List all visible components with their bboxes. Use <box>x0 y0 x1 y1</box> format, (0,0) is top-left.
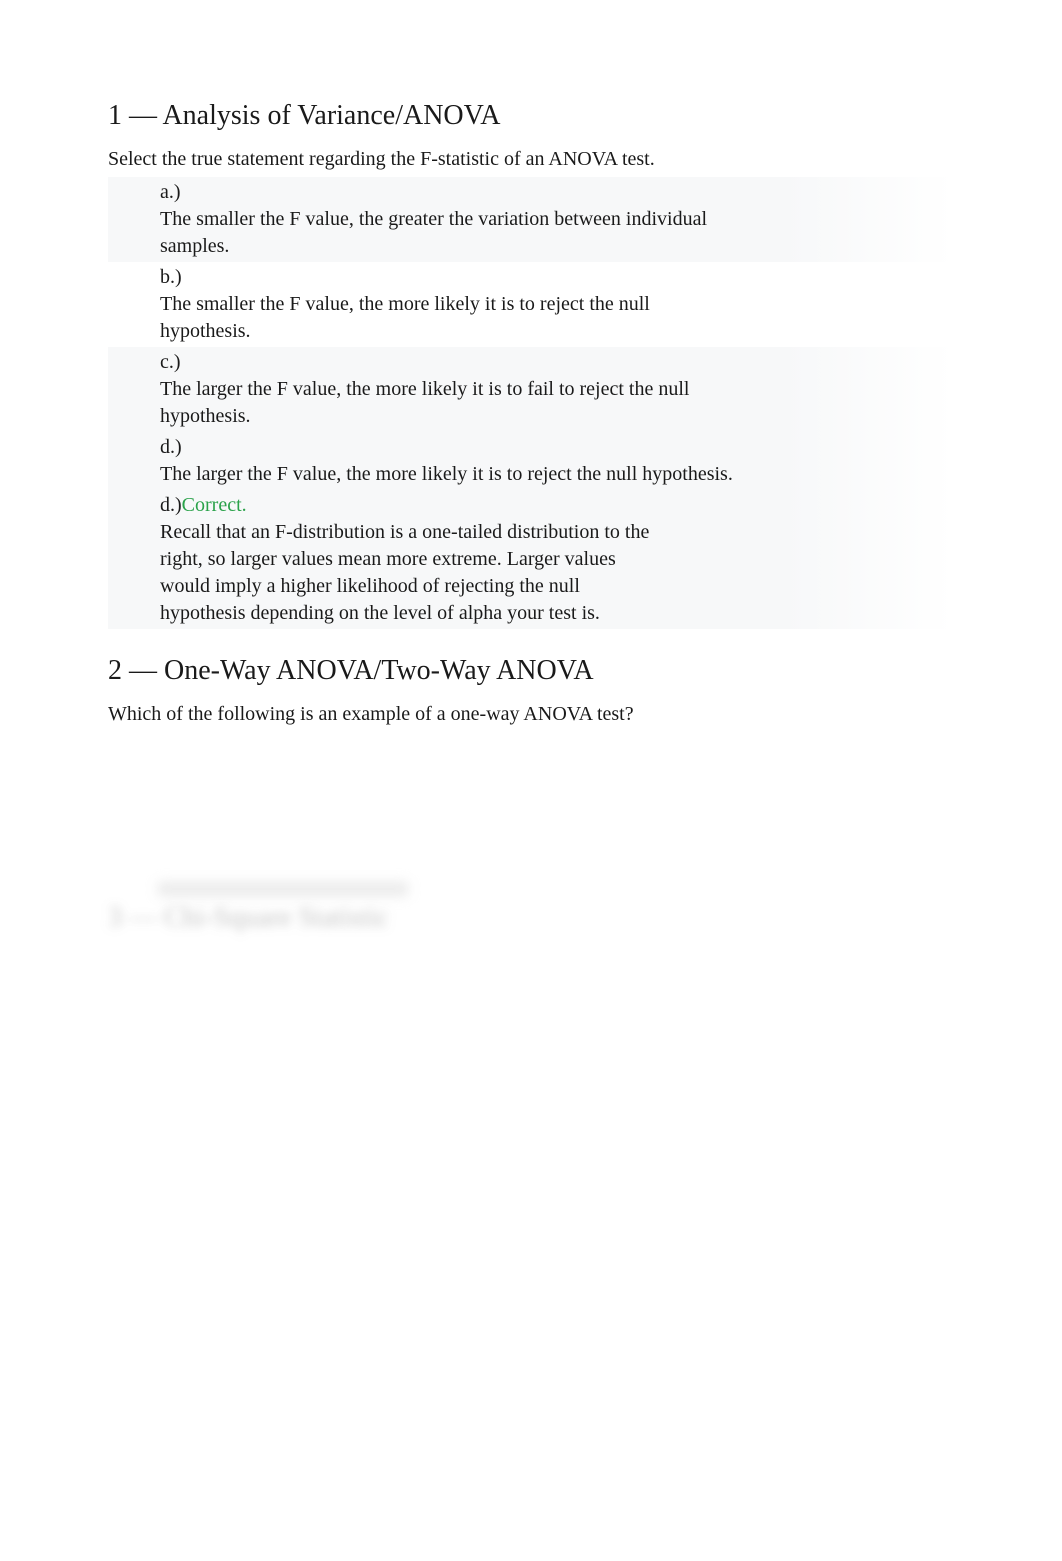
option-body: b.) The smaller the F value, the more li… <box>160 264 740 345</box>
answer-label-line: d.)Correct. <box>160 492 670 519</box>
q1-option-d: d.) The larger the F value, the more lik… <box>108 432 954 490</box>
bullet-icon <box>132 264 160 269</box>
q2-heading: 2 — One-Way ANOVA/Two-Way ANOVA <box>108 655 954 687</box>
q1-option-a: a.) The smaller the F value, the greater… <box>108 177 954 262</box>
q1-options-list: a.) The smaller the F value, the greater… <box>108 177 954 629</box>
option-body: c.) The larger the F value, the more lik… <box>160 349 740 430</box>
option-text: The smaller the F value, the greater the… <box>160 206 740 260</box>
blurred-preview: 3 — Chi-Square Statistic <box>108 896 954 956</box>
document-page: 1 — Analysis of Variance/ANOVA Select th… <box>0 0 1062 956</box>
q2-prompt: Which of the following is an example of … <box>108 703 954 726</box>
option-text: The larger the F value, the more likely … <box>160 461 740 488</box>
option-label: a.) <box>160 179 740 206</box>
q1-answer: d.)Correct. Recall that an F-distributio… <box>108 490 954 629</box>
option-label: b.) <box>160 264 740 291</box>
q1-option-c: c.) The larger the F value, the more lik… <box>108 347 954 432</box>
option-body: d.) The larger the F value, the more lik… <box>160 434 740 488</box>
answer-explanation: Recall that an F-distribution is a one-t… <box>160 519 670 627</box>
blurred-bar <box>158 882 408 896</box>
bullet-icon <box>132 349 160 354</box>
bullet-icon <box>132 492 160 497</box>
option-label: c.) <box>160 349 740 376</box>
q1-prompt: Select the true statement regarding the … <box>108 148 954 171</box>
section-gap <box>108 629 954 655</box>
bullet-icon <box>132 179 160 184</box>
option-label: d.) <box>160 434 740 461</box>
bullet-icon <box>132 434 160 439</box>
answer-correct-word: Correct. <box>182 494 247 516</box>
q1-heading: 1 — Analysis of Variance/ANOVA <box>108 100 954 132</box>
answer-prefix: d.) <box>160 494 182 516</box>
answer-body: d.)Correct. Recall that an F-distributio… <box>160 492 670 627</box>
q1-option-b: b.) The smaller the F value, the more li… <box>108 262 954 347</box>
option-text: The larger the F value, the more likely … <box>160 376 740 430</box>
option-text: The smaller the F value, the more likely… <box>160 291 740 345</box>
option-body: a.) The smaller the F value, the greater… <box>160 179 740 260</box>
blurred-heading: 3 — Chi-Square Statistic <box>108 902 389 934</box>
